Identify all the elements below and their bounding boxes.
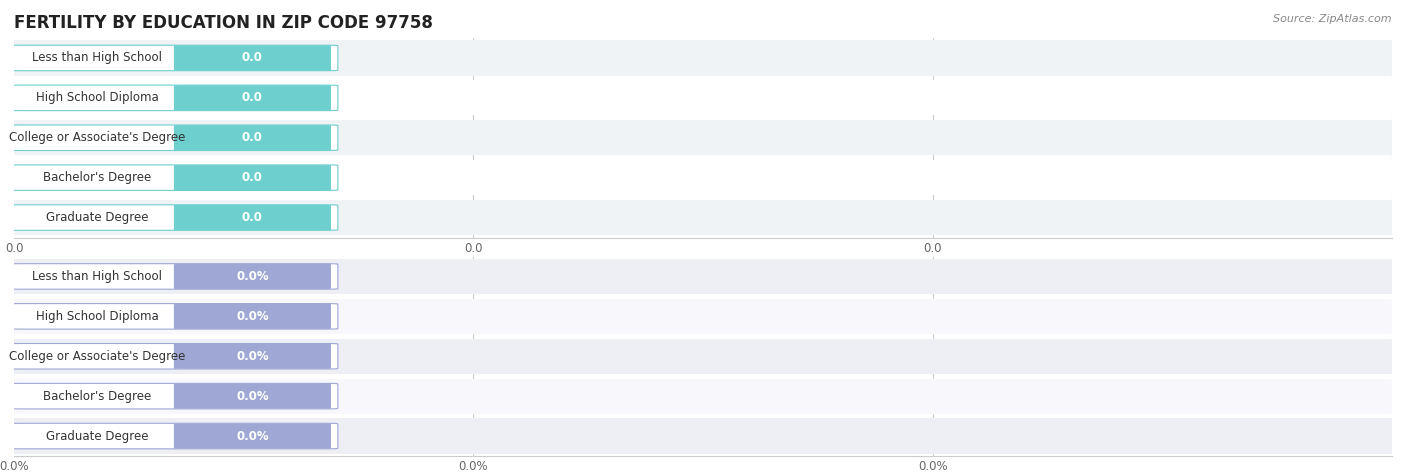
Text: Bachelor's Degree: Bachelor's Degree	[44, 390, 152, 403]
FancyBboxPatch shape	[174, 86, 330, 110]
Text: 0.0%: 0.0%	[236, 270, 269, 283]
Text: FERTILITY BY EDUCATION IN ZIP CODE 97758: FERTILITY BY EDUCATION IN ZIP CODE 97758	[14, 14, 433, 32]
FancyBboxPatch shape	[174, 165, 330, 190]
FancyBboxPatch shape	[7, 304, 337, 329]
FancyBboxPatch shape	[7, 423, 337, 449]
Text: 0.0: 0.0	[242, 51, 263, 65]
FancyBboxPatch shape	[7, 125, 337, 151]
Text: 0.0%: 0.0%	[236, 350, 269, 363]
FancyBboxPatch shape	[7, 264, 337, 289]
Text: 0.0: 0.0	[242, 131, 263, 144]
Text: High School Diploma: High School Diploma	[37, 91, 159, 104]
FancyBboxPatch shape	[7, 383, 337, 409]
FancyBboxPatch shape	[174, 264, 330, 289]
Text: Graduate Degree: Graduate Degree	[46, 429, 149, 443]
Bar	[14, 299, 1392, 334]
Bar	[14, 160, 1392, 195]
FancyBboxPatch shape	[7, 45, 337, 71]
FancyBboxPatch shape	[174, 125, 330, 150]
Bar	[14, 418, 1392, 454]
FancyBboxPatch shape	[174, 424, 330, 448]
Text: Graduate Degree: Graduate Degree	[46, 211, 149, 224]
Text: College or Associate's Degree: College or Associate's Degree	[10, 131, 186, 144]
FancyBboxPatch shape	[174, 344, 330, 369]
Text: 0.0: 0.0	[242, 171, 263, 184]
Text: 0.0%: 0.0%	[236, 429, 269, 443]
FancyBboxPatch shape	[174, 384, 330, 408]
Text: Bachelor's Degree: Bachelor's Degree	[44, 171, 152, 184]
FancyBboxPatch shape	[7, 165, 337, 190]
Text: Less than High School: Less than High School	[32, 51, 163, 65]
Bar	[14, 339, 1392, 374]
Bar	[14, 40, 1392, 76]
FancyBboxPatch shape	[174, 304, 330, 329]
Text: 0.0: 0.0	[242, 91, 263, 104]
FancyBboxPatch shape	[174, 205, 330, 230]
FancyBboxPatch shape	[7, 343, 337, 369]
Text: 0.0: 0.0	[242, 211, 263, 224]
FancyBboxPatch shape	[174, 46, 330, 70]
Text: College or Associate's Degree: College or Associate's Degree	[10, 350, 186, 363]
Bar	[14, 120, 1392, 155]
Text: Source: ZipAtlas.com: Source: ZipAtlas.com	[1274, 14, 1392, 24]
Text: 0.0%: 0.0%	[236, 390, 269, 403]
Bar	[14, 200, 1392, 235]
FancyBboxPatch shape	[7, 205, 337, 230]
Text: High School Diploma: High School Diploma	[37, 310, 159, 323]
FancyBboxPatch shape	[7, 85, 337, 111]
Text: Less than High School: Less than High School	[32, 270, 163, 283]
Text: 0.0%: 0.0%	[236, 310, 269, 323]
Bar	[14, 80, 1392, 115]
Bar	[14, 259, 1392, 294]
Bar	[14, 379, 1392, 414]
